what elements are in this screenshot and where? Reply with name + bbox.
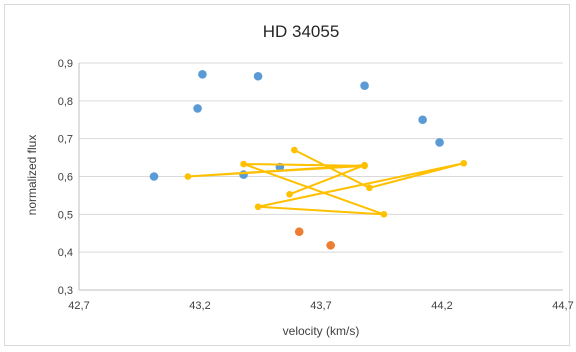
- data-point: [366, 184, 373, 192]
- data-point: [198, 70, 207, 79]
- x-tick-label: 43,7: [310, 300, 331, 312]
- tick-layer: 0,3 0,4 0,5 0,6 0,7 0,8 0,9 42,7 43,2 43,7 44,2 44,…: [58, 58, 574, 312]
- data-point: [149, 172, 159, 181]
- data-point: [360, 81, 369, 90]
- grid-layer: [78, 62, 563, 291]
- data-point: [460, 159, 468, 167]
- data-point: [239, 170, 248, 179]
- y-tick-label: 0,9: [58, 58, 73, 70]
- data-point: [418, 115, 427, 125]
- data-point: [240, 160, 247, 168]
- data-point: [294, 227, 304, 237]
- data-point: [435, 138, 444, 147]
- data-point: [291, 146, 298, 154]
- x-axis-title: velocity (km/s): [283, 324, 360, 338]
- chart-frame: [4, 4, 570, 346]
- y-axis-title: normalized flux: [25, 135, 39, 216]
- series-line: [186, 149, 465, 216]
- x-tick-label: 42,7: [68, 300, 89, 312]
- y-tick-label: 0,6: [58, 172, 73, 184]
- x-tick-label: 44,7: [552, 300, 573, 312]
- series-layer: [149, 70, 468, 250]
- x-tick-label: 43,2: [189, 300, 210, 312]
- chart-title: HD 34055: [263, 22, 340, 41]
- y-tick-label: 0,4: [58, 247, 73, 259]
- data-point: [380, 211, 388, 218]
- y-tick-label: 0,7: [58, 134, 73, 146]
- x-tick-label: 44,2: [431, 300, 452, 312]
- data-point: [253, 71, 263, 81]
- data-point: [184, 173, 192, 180]
- y-tick-label: 0,8: [58, 96, 73, 108]
- data-point: [193, 104, 202, 113]
- data-point: [326, 241, 335, 250]
- data-point: [286, 190, 293, 198]
- y-tick-label: 0,3: [58, 285, 73, 297]
- y-tick-label: 0,5: [58, 209, 73, 221]
- data-point: [361, 161, 368, 169]
- data-point: [254, 203, 262, 211]
